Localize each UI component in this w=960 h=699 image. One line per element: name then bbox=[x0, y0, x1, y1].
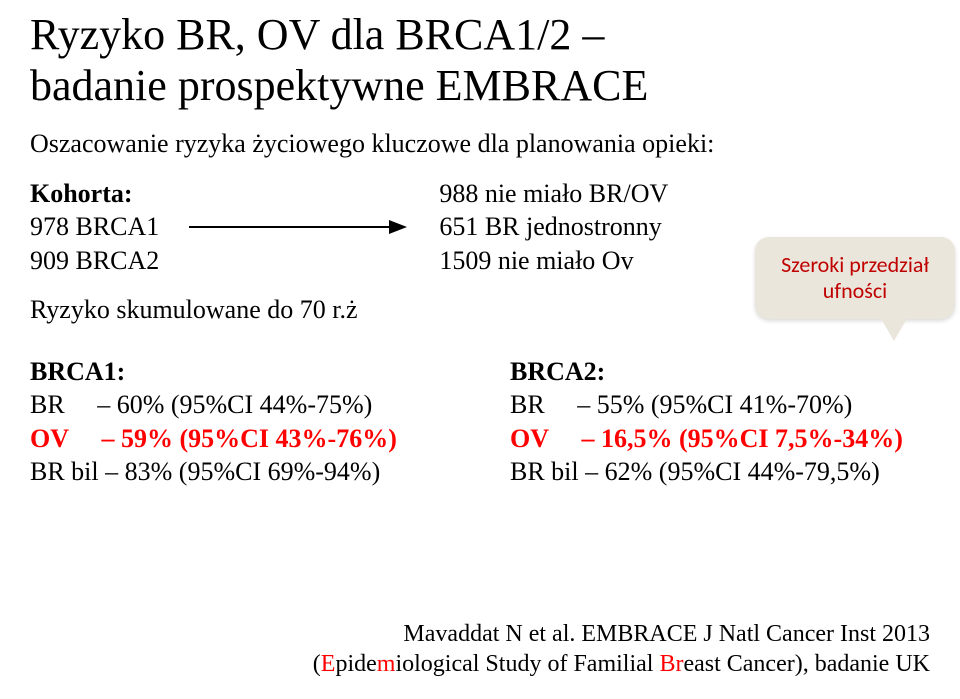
cohort-block: Kohorta: 978 BRCA1 909 BRCA2 bbox=[30, 177, 159, 277]
callout-bubble: Szeroki przedział ufności bbox=[755, 237, 955, 319]
brca2-br-value: – 55% (95%CI 41%-70%) bbox=[577, 390, 852, 419]
slide-title: Ryzyko BR, OV dla BRCA1/2 – badanie pros… bbox=[30, 10, 930, 111]
brca1-heading: BRCA1: bbox=[30, 357, 125, 386]
followup-line3: 1509 nie miało Ov bbox=[439, 246, 633, 275]
cit-br: Br bbox=[659, 651, 683, 677]
citation-line2: (Epidemiological Study of Familial Breas… bbox=[313, 651, 930, 677]
brca2-ov-label: OV bbox=[510, 424, 549, 453]
title-line-2: badanie prospektywne EMBRACE bbox=[30, 61, 648, 110]
callout-text: Szeroki przedział ufności bbox=[767, 252, 943, 305]
brca1-ov-label: OV bbox=[30, 424, 69, 453]
brca1-ov-value: – 59% (95%CI 43%-76%) bbox=[102, 424, 397, 453]
results-row: BRCA1: BR – 60% (95%CI 44%-75%) OV – 59%… bbox=[30, 355, 930, 488]
slide-root: Ryzyko BR, OV dla BRCA1/2 – badanie pros… bbox=[0, 0, 960, 699]
brca1-column: BRCA1: BR – 60% (95%CI 44%-75%) OV – 59%… bbox=[30, 355, 450, 488]
arrow-icon bbox=[189, 217, 409, 237]
cohort-brca2: 909 BRCA2 bbox=[30, 246, 159, 275]
brca2-br-label: BR bbox=[510, 390, 545, 419]
brca2-ov-value: – 16,5% (95%CI 7,5%-34%) bbox=[582, 424, 903, 453]
brca1-bil: BR bil – 83% (95%CI 69%-94%) bbox=[30, 457, 380, 486]
cit-io: iological Study of Familial bbox=[395, 651, 659, 677]
followup-line1: 988 nie miało BR/OV bbox=[439, 179, 668, 208]
brca2-heading: BRCA2: bbox=[510, 357, 605, 386]
brca1-br-label: BR bbox=[30, 390, 65, 419]
followup-line2: 651 BR jednostronny bbox=[439, 212, 661, 241]
subtitle: Oszacowanie ryzyka życiowego kluczowe dl… bbox=[30, 129, 930, 159]
brca2-bil: BR bil – 62% (95%CI 44%-79,5%) bbox=[510, 457, 880, 486]
cit-e: E bbox=[321, 651, 336, 677]
cit-m: m bbox=[377, 651, 396, 677]
title-line-1: Ryzyko BR, OV dla BRCA1/2 – bbox=[30, 10, 604, 59]
citation-line1: Mavaddat N et al. EMBRACE J Natl Cancer … bbox=[403, 621, 930, 647]
cohort-heading: Kohorta: bbox=[30, 179, 133, 208]
citation: Mavaddat N et al. EMBRACE J Natl Cancer … bbox=[180, 619, 930, 679]
cit-paren: ( bbox=[313, 651, 321, 677]
cohort-brca1: 978 BRCA1 bbox=[30, 212, 159, 241]
followup-block: 988 nie miało BR/OV 651 BR jednostronny … bbox=[439, 177, 668, 277]
cit-rest: east Cancer), badanie UK bbox=[683, 651, 930, 677]
brca2-column: Szeroki przedział ufności BRCA2: BR – 55… bbox=[510, 355, 930, 488]
brca1-br-value: – 60% (95%CI 44%-75%) bbox=[97, 390, 372, 419]
cit-pi: pide bbox=[335, 651, 376, 677]
